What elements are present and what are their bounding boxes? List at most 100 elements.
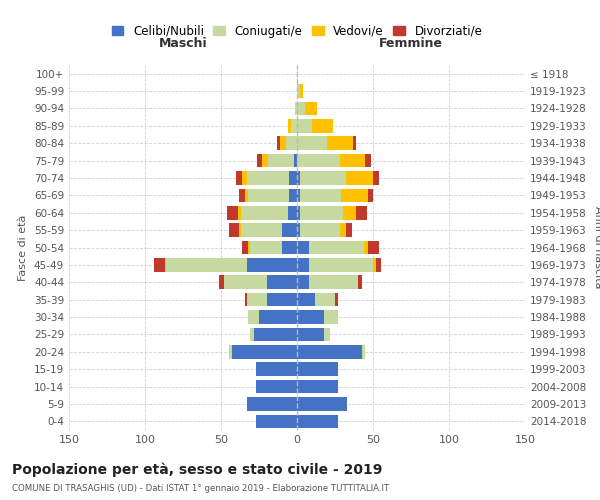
Bar	[346, 171, 373, 185]
Bar	[247, 258, 297, 272]
Bar	[248, 240, 250, 254]
Bar	[266, 293, 297, 306]
Y-axis label: Anni di nascita: Anni di nascita	[593, 206, 600, 289]
Bar	[295, 102, 297, 115]
Bar	[248, 310, 259, 324]
Bar	[297, 328, 325, 341]
Bar	[262, 154, 268, 168]
Bar	[297, 380, 338, 394]
Bar	[297, 102, 305, 115]
Bar	[259, 310, 297, 324]
Bar	[368, 188, 373, 202]
Bar	[341, 188, 368, 202]
Bar	[282, 224, 297, 237]
Bar	[288, 119, 291, 132]
Bar	[297, 258, 309, 272]
Bar	[154, 258, 165, 272]
Bar	[289, 171, 297, 185]
Bar	[239, 224, 241, 237]
Bar	[282, 240, 297, 254]
Bar	[256, 414, 297, 428]
Bar	[376, 258, 380, 272]
Bar	[300, 188, 341, 202]
Bar	[266, 276, 297, 289]
Bar	[297, 188, 300, 202]
Bar	[250, 240, 282, 254]
Bar	[268, 154, 294, 168]
Bar	[291, 119, 297, 132]
Bar	[241, 206, 288, 220]
Bar	[305, 102, 317, 115]
Bar	[335, 293, 338, 306]
Bar	[242, 240, 248, 254]
Bar	[297, 397, 347, 410]
Bar	[297, 224, 300, 237]
Bar	[220, 276, 224, 289]
Text: Maschi: Maschi	[158, 38, 208, 51]
Bar	[365, 154, 371, 168]
Bar	[297, 136, 328, 150]
Bar	[340, 154, 365, 168]
Bar	[286, 136, 297, 150]
Bar	[325, 328, 331, 341]
Bar	[229, 224, 239, 237]
Bar	[256, 362, 297, 376]
Bar	[300, 224, 340, 237]
Bar	[297, 171, 300, 185]
Bar	[297, 293, 315, 306]
Bar	[312, 119, 334, 132]
Bar	[224, 276, 266, 289]
Bar	[297, 345, 362, 358]
Bar	[362, 345, 365, 358]
Bar	[245, 188, 248, 202]
Bar	[309, 240, 364, 254]
Bar	[238, 206, 241, 220]
Bar	[165, 258, 166, 272]
Bar	[250, 328, 254, 341]
Bar	[254, 328, 297, 341]
Text: Popolazione per età, sesso e stato civile - 2019: Popolazione per età, sesso e stato civil…	[12, 462, 382, 477]
Bar	[227, 206, 238, 220]
Bar	[297, 362, 338, 376]
Bar	[346, 224, 352, 237]
Bar	[166, 258, 247, 272]
Bar	[280, 136, 286, 150]
Bar	[300, 84, 303, 98]
Bar	[297, 276, 309, 289]
Bar	[315, 293, 335, 306]
Bar	[297, 240, 309, 254]
Bar	[242, 171, 247, 185]
Bar	[289, 188, 297, 202]
Bar	[277, 136, 280, 150]
Bar	[300, 171, 346, 185]
Bar	[356, 206, 367, 220]
Bar	[353, 136, 356, 150]
Bar	[343, 206, 356, 220]
Bar	[247, 171, 289, 185]
Text: Femmine: Femmine	[379, 38, 443, 51]
Bar	[294, 154, 297, 168]
Bar	[297, 119, 312, 132]
Bar	[297, 154, 340, 168]
Bar	[373, 258, 376, 272]
Bar	[358, 276, 362, 289]
Bar	[247, 397, 297, 410]
Bar	[245, 293, 247, 306]
Bar	[300, 206, 343, 220]
Bar	[309, 258, 373, 272]
Bar	[373, 171, 379, 185]
Bar	[288, 206, 297, 220]
Bar	[241, 224, 282, 237]
Bar	[257, 154, 262, 168]
Bar	[325, 310, 338, 324]
Bar	[297, 206, 300, 220]
Bar	[248, 188, 289, 202]
Bar	[297, 414, 338, 428]
Bar	[368, 240, 379, 254]
Bar	[328, 136, 353, 150]
Bar	[229, 345, 232, 358]
Bar	[247, 293, 266, 306]
Legend: Celibi/Nubili, Coniugati/e, Vedovi/e, Divorziati/e: Celibi/Nubili, Coniugati/e, Vedovi/e, Di…	[107, 20, 487, 42]
Bar	[297, 310, 325, 324]
Bar	[340, 224, 346, 237]
